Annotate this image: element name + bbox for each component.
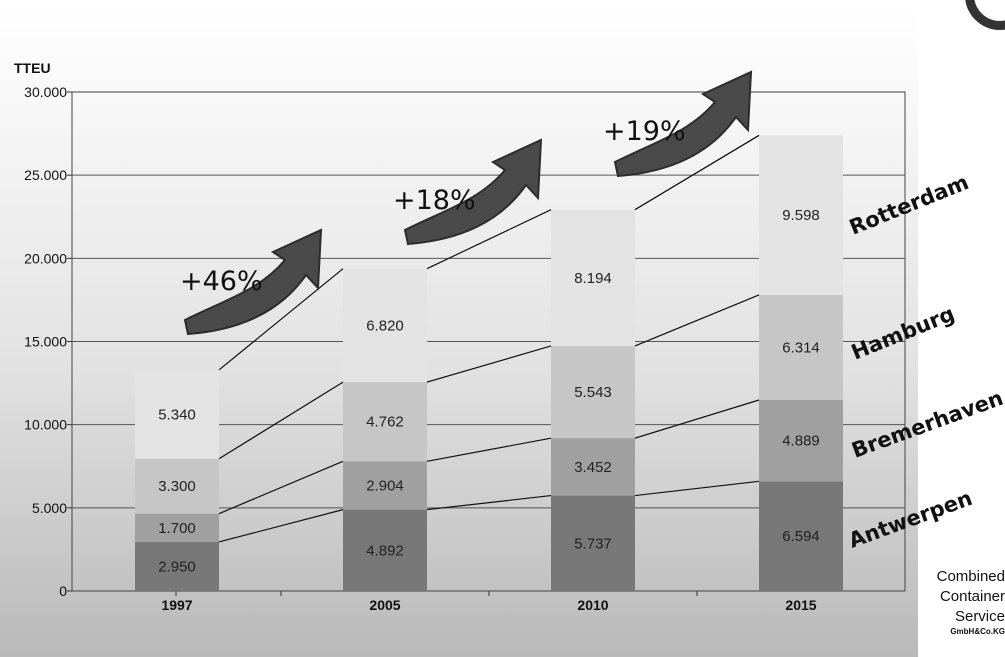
series-name-label: Rotterdam bbox=[846, 170, 972, 240]
growth-arrow bbox=[183, 228, 323, 336]
data-label: 5.543 bbox=[574, 384, 612, 401]
growth-arrow bbox=[403, 138, 543, 246]
bar-segment bbox=[551, 438, 635, 496]
data-label: 5.737 bbox=[574, 535, 612, 552]
connector-line bbox=[634, 134, 760, 211]
data-label: 2.950 bbox=[158, 558, 196, 575]
x-tick-label: 1997 bbox=[161, 597, 192, 613]
bar-segment bbox=[135, 541, 219, 591]
series-name-label: Hamburg bbox=[848, 302, 958, 365]
connector-line bbox=[218, 268, 344, 371]
growth-annotation: +18% bbox=[393, 185, 476, 216]
data-label: 9.598 bbox=[782, 207, 820, 224]
y-tick-label: 25.000 bbox=[24, 167, 67, 183]
y-tick-label: 20.000 bbox=[24, 250, 67, 266]
connector-line bbox=[426, 437, 552, 462]
connector-line bbox=[634, 480, 760, 497]
x-tick-label: 2015 bbox=[785, 597, 816, 613]
bar-segment bbox=[343, 268, 427, 383]
series-name-label: Antwerpen bbox=[846, 486, 976, 553]
data-label: 6.820 bbox=[366, 317, 404, 334]
y-tick-label: 5.000 bbox=[32, 500, 67, 516]
connector-line bbox=[634, 399, 760, 439]
company-line-3: Service bbox=[954, 608, 1005, 625]
connector-line bbox=[218, 381, 344, 460]
connector-line bbox=[218, 460, 344, 515]
company-line-1: Combined bbox=[936, 568, 1005, 585]
x-tick-label: 2010 bbox=[577, 597, 608, 613]
bar-segment bbox=[551, 209, 635, 346]
connector-line bbox=[634, 294, 760, 347]
y-tick-label: 15.000 bbox=[24, 334, 67, 350]
data-label: 2.904 bbox=[366, 477, 404, 494]
data-label: 3.300 bbox=[158, 478, 196, 495]
bar-segment bbox=[551, 495, 635, 591]
bar-segment bbox=[343, 382, 427, 462]
bar-segment bbox=[135, 369, 219, 459]
bar-segment bbox=[759, 135, 843, 295]
data-label: 6.594 bbox=[782, 528, 820, 545]
growth-annotation: +19% bbox=[603, 116, 686, 147]
connector-line bbox=[426, 209, 552, 270]
bar-segment bbox=[759, 294, 843, 400]
y-axis-label: TTEU bbox=[14, 60, 51, 76]
data-label: 3.452 bbox=[574, 459, 612, 476]
y-tick-label: 0 bbox=[59, 583, 67, 599]
growth-arrow bbox=[613, 70, 753, 178]
bar-segment bbox=[135, 513, 219, 542]
bar-segment bbox=[759, 481, 843, 591]
company-name: Combined Container Service GmbH&Co.KG bbox=[927, 567, 1005, 637]
connector-line bbox=[426, 345, 552, 383]
data-label: 8.194 bbox=[574, 270, 612, 287]
y-tick-label: 10.000 bbox=[24, 417, 67, 433]
company-line-2: Container bbox=[939, 588, 1005, 605]
data-label: 6.314 bbox=[782, 339, 820, 356]
data-label: 5.340 bbox=[158, 406, 196, 423]
bar-segment bbox=[343, 461, 427, 510]
y-tick-label: 30.000 bbox=[24, 84, 67, 100]
bar-segment bbox=[759, 399, 843, 482]
connector-line bbox=[218, 509, 344, 543]
data-label: 4.889 bbox=[782, 433, 820, 450]
data-label: 1.700 bbox=[158, 520, 196, 537]
bar-segment bbox=[135, 458, 219, 514]
data-label: 4.762 bbox=[366, 414, 404, 431]
connector-line bbox=[426, 494, 552, 511]
x-tick-label: 2005 bbox=[369, 597, 400, 613]
bar-segment bbox=[343, 509, 427, 591]
company-line-4: GmbH&Co.KG bbox=[950, 627, 1005, 636]
growth-annotation: +46% bbox=[180, 266, 263, 297]
bar-segment bbox=[551, 345, 635, 439]
data-label: 4.892 bbox=[366, 542, 404, 559]
